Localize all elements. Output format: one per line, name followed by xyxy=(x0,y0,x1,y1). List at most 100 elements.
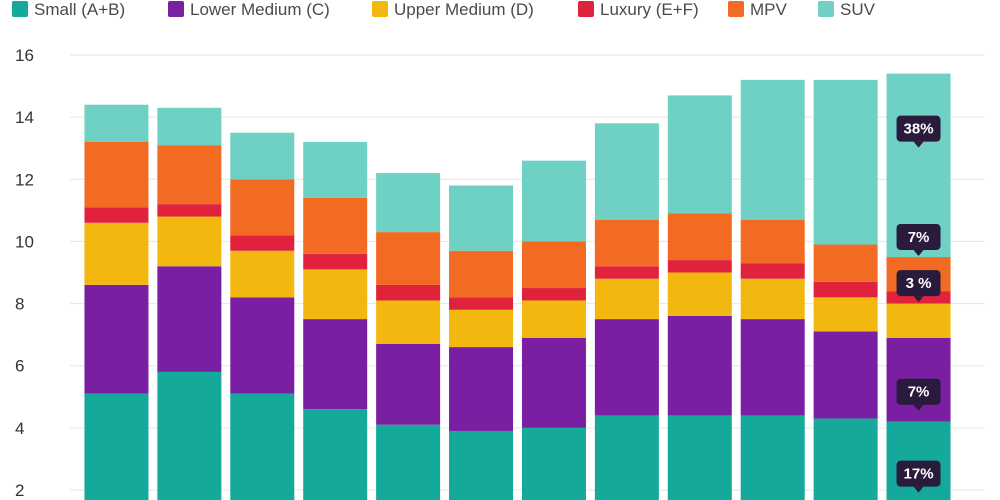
bar-segment-mpv xyxy=(303,197,368,254)
bar-segment-suv xyxy=(303,142,368,198)
bar-segment-lower-medium-c xyxy=(449,347,514,431)
callout-label: 7% xyxy=(908,384,930,401)
bar-segment-small-a-b xyxy=(449,430,514,500)
callout-pointer xyxy=(913,486,924,493)
bar-segment-small-a-b xyxy=(230,393,295,500)
bar-segment-small-a-b xyxy=(157,371,222,500)
callout-pointer xyxy=(913,249,924,256)
bar-segment-upper-medium-d xyxy=(449,309,514,348)
bar-segment-luxury-e-f xyxy=(157,204,222,217)
bar-stack-7 xyxy=(521,160,586,500)
legend-item-mpv: MPV xyxy=(728,0,788,19)
bar-segment-suv xyxy=(230,132,295,180)
callout-box xyxy=(896,223,941,250)
bar-segment-suv xyxy=(813,79,878,245)
callout-label: 17% xyxy=(904,466,934,483)
bar-segment-lower-medium-c xyxy=(230,297,295,394)
bar-segment-luxury-e-f xyxy=(813,281,878,298)
bar-segment-luxury-e-f xyxy=(449,297,514,310)
legend-item-suv: SUV xyxy=(818,0,876,19)
bar-segment-upper-medium-d xyxy=(521,300,586,338)
bar-segment-mpv xyxy=(521,241,586,289)
bar-segment-suv xyxy=(594,123,659,220)
bar-segment-suv xyxy=(449,185,514,251)
legend-item-lower-medium-c: Lower Medium (C) xyxy=(168,0,330,19)
legend-swatch xyxy=(372,1,388,17)
bar-segment-small-a-b xyxy=(376,424,441,500)
bar-segment-upper-medium-d xyxy=(303,269,368,320)
legend-swatch xyxy=(168,1,184,17)
bar-stack-10 xyxy=(740,79,805,500)
bar-segment-mpv xyxy=(230,179,295,236)
bar-stack-8 xyxy=(594,123,659,500)
legend-item-upper-medium-d: Upper Medium (D) xyxy=(372,0,534,19)
bar-segment-mpv xyxy=(157,145,222,205)
bar-segment-mpv xyxy=(376,232,441,285)
legend-label: Lower Medium (C) xyxy=(190,0,330,19)
bar-stack-1 xyxy=(84,104,149,500)
bar-stack-5 xyxy=(376,173,441,500)
legend-label: Upper Medium (D) xyxy=(394,0,534,19)
legend-swatch xyxy=(578,1,594,17)
bar-segment-suv xyxy=(376,173,441,233)
bar-stack-3 xyxy=(230,132,295,500)
bar-segment-lower-medium-c xyxy=(521,337,586,428)
callout-small-a-b: 17% xyxy=(896,460,941,493)
bar-segment-mpv xyxy=(667,213,732,261)
y-tick-label: 16 xyxy=(15,46,34,65)
y-tick-label: 8 xyxy=(15,295,24,314)
bar-segment-lower-medium-c xyxy=(157,266,222,372)
bar-segment-lower-medium-c xyxy=(740,319,805,416)
y-tick-label: 6 xyxy=(15,357,24,376)
callout-box xyxy=(896,270,941,297)
bar-segment-mpv xyxy=(594,219,659,267)
bar-segment-mpv xyxy=(449,250,514,298)
legend: Small (A+B) Lower Medium (C) Upper Medium … xyxy=(12,0,876,19)
legend-swatch xyxy=(818,1,834,17)
callout-suv: 38% xyxy=(896,115,941,148)
bar-segment-upper-medium-d xyxy=(886,303,951,338)
bar-segment-luxury-e-f xyxy=(740,263,805,279)
legend-swatch xyxy=(728,1,744,17)
bar-stack-2 xyxy=(157,107,222,500)
callout-box xyxy=(896,460,941,487)
legend-label: Luxury (E+F) xyxy=(600,0,699,19)
bar-segment-luxury-e-f xyxy=(84,207,149,223)
legend-label: SUV xyxy=(840,0,876,19)
bar-stack-4 xyxy=(303,142,368,500)
callout-pointer xyxy=(913,141,924,148)
bar-stack-6 xyxy=(449,185,514,500)
bar-segment-suv xyxy=(521,160,586,242)
bar-segment-mpv xyxy=(813,244,878,282)
bar-segment-luxury-e-f xyxy=(521,288,586,301)
bar-segment-luxury-e-f xyxy=(594,266,659,279)
y-tick-label: 4 xyxy=(15,419,24,438)
bar-segment-suv xyxy=(740,79,805,220)
legend-item-luxury-e-f: Luxury (E+F) xyxy=(578,0,699,19)
bars xyxy=(84,73,951,500)
bar-segment-lower-medium-c xyxy=(594,319,659,416)
bar-stack-9 xyxy=(667,95,732,500)
callout-pointer xyxy=(913,296,924,303)
bar-segment-upper-medium-d xyxy=(84,222,149,285)
y-tick-label: 10 xyxy=(15,232,34,251)
callout-label: 7% xyxy=(908,229,930,246)
bar-segment-suv xyxy=(667,95,732,214)
bar-segment-small-a-b xyxy=(594,415,659,500)
y-tick-label: 2 xyxy=(15,481,24,500)
bar-segment-small-a-b xyxy=(740,415,805,500)
bar-segment-lower-medium-c xyxy=(84,284,149,394)
bar-segment-mpv xyxy=(740,219,805,264)
callout-label: 3 % xyxy=(906,275,932,292)
callout-pointer xyxy=(913,404,924,411)
legend-item-small-a-b: Small (A+B) xyxy=(12,0,125,19)
callout-label: 38% xyxy=(904,121,934,138)
bar-segment-lower-medium-c xyxy=(667,316,732,416)
bar-segment-luxury-e-f xyxy=(230,235,295,251)
bar-segment-upper-medium-d xyxy=(230,250,295,298)
bar-segment-upper-medium-d xyxy=(740,278,805,320)
bar-segment-lower-medium-c xyxy=(376,343,441,425)
bar-segment-small-a-b xyxy=(667,415,732,500)
bar-segment-upper-medium-d xyxy=(157,216,222,267)
